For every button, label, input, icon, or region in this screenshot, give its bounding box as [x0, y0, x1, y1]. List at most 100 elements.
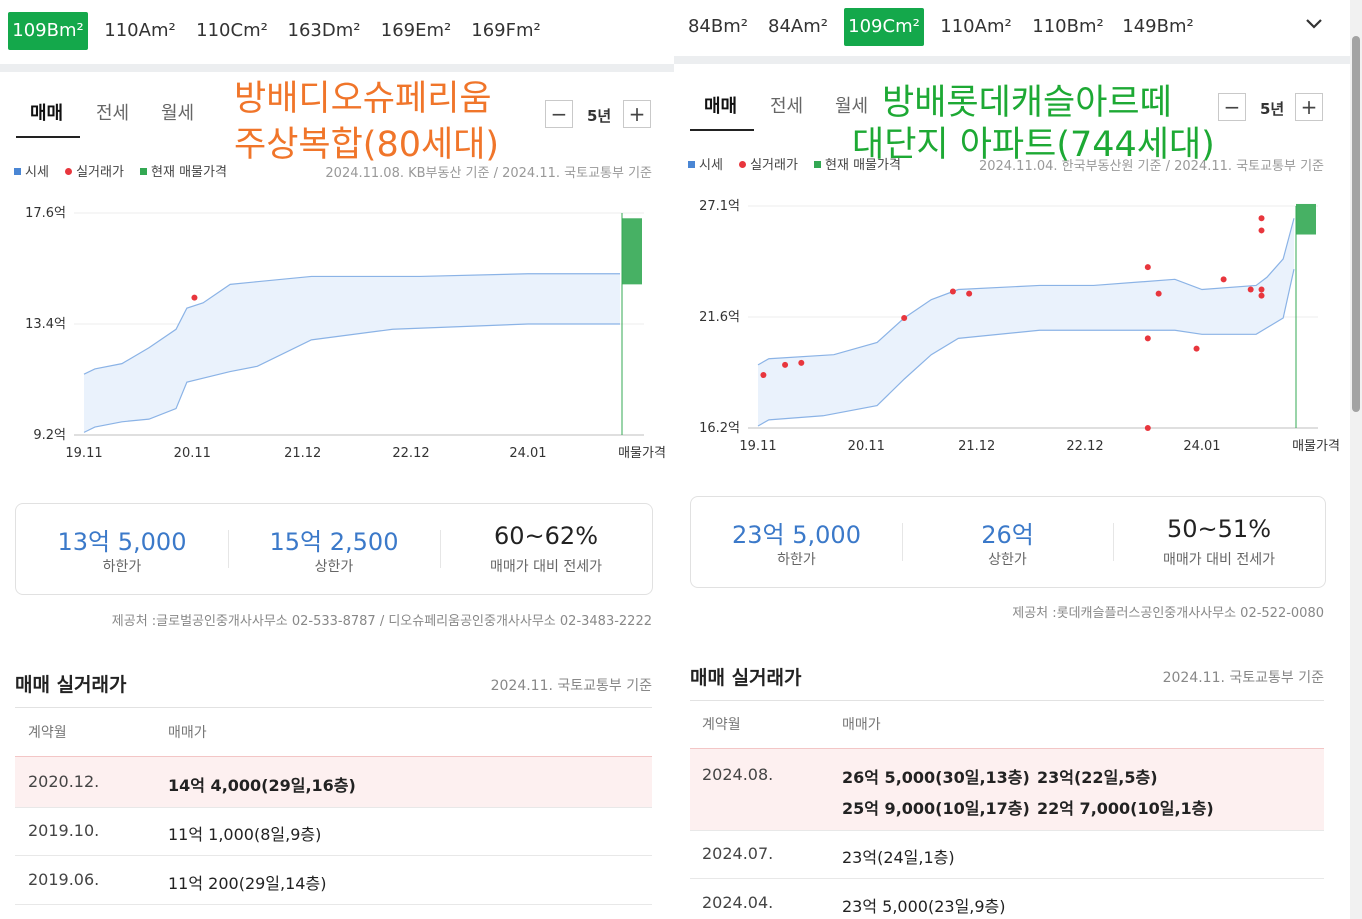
area-tab-163d[interactable]: 163Dm² [287, 20, 361, 41]
table-row[interactable]: 2024.08. 26억 5,000(30일,13층) 23억(22일,5층) … [690, 748, 1324, 831]
scrollbar[interactable] [1350, 0, 1362, 919]
table-row[interactable]: 2019.06. 11억 200(29일,14층) [15, 856, 652, 905]
market-upper-line [757, 218, 1295, 366]
area-tab-110c[interactable]: 110Cm² [196, 20, 268, 41]
actual-deal-point [191, 294, 198, 301]
legend-current: 현재 매물가격 [814, 158, 901, 173]
overlay-title-line1: 방배롯데캐슬아르떼 [882, 83, 1172, 123]
summary-low: 13억 5,000 하한가 [16, 504, 228, 594]
chart-basis: 2024.11.08. KB부동산 기준 / 2024.11. 국토교통부 기준 [325, 166, 652, 181]
x-tick-label: 19.11 [65, 446, 102, 461]
area-tab-110a[interactable]: 110Am² [940, 16, 1012, 37]
actual-deal-point [1144, 335, 1151, 342]
summary-ratio: 50~51% 매매가 대비 전세가 [1113, 497, 1325, 587]
chart-basis: 2024.11.04. 한국부동산원 기준 / 2024.11. 국토교통부 기… [978, 159, 1324, 174]
table-row[interactable]: 2024.04. 23억 5,000(23일,9층) [690, 879, 1324, 919]
provider-info: 제공처 :롯데캐슬플러스공인중개사사무소 02-522-0080 [1012, 606, 1324, 621]
legend-market-swatch [14, 168, 21, 175]
row-price: 23억 5,000(23일,9층) [842, 897, 1006, 916]
actual-deal-point [1144, 264, 1151, 271]
price-chart: 17.6억 13.4억 9.2억 19.11 20.11 21.12 22.12 24.01 매… [25, 206, 666, 461]
section-title: 매매 실거래가 [15, 674, 127, 696]
area-tab-109b[interactable]: 109Bm² [8, 12, 88, 50]
header-sale-price: 매매가 [168, 725, 207, 741]
table-row[interactable]: 2020.12. 14억 4,000(29일,16층) [15, 756, 652, 808]
chevron-down-icon[interactable] [1304, 12, 1324, 36]
row-month: 2020.12. [28, 772, 100, 791]
tab-sale[interactable]: 매매 [30, 103, 64, 124]
summary-divider [902, 523, 903, 561]
provider-info: 제공처 :글로벌공인중개사사무소 02-533-8787 / 디오슈페리움공인중… [111, 614, 652, 629]
legend-market-label: 시세 [25, 165, 49, 180]
tab-underline [690, 129, 754, 131]
actual-deal-point [760, 372, 767, 379]
summary-low: 23억 5,000 하한가 [691, 497, 902, 587]
header-contract-month: 계약월 [702, 717, 741, 733]
x-tick-label: 21.12 [284, 446, 321, 461]
tab-jeonse[interactable]: 전세 [770, 96, 804, 117]
x-tick-label: 매물가격 [1292, 439, 1340, 454]
summary-divider [228, 530, 229, 568]
row-price: 11억 1,000(8일,9층) [168, 825, 322, 844]
x-tick-label: 매물가격 [618, 446, 666, 461]
y-tick-label: 17.6억 [25, 206, 66, 221]
summary-ratio-value: 60~62% [494, 522, 598, 550]
table-row[interactable]: 2019.10. 11억 1,000(8일,9층) [15, 807, 652, 856]
table-top-line [690, 700, 1324, 701]
row-price: 23억(22일,5층) [1037, 768, 1158, 787]
summary-low-value: 13억 5,000 [57, 528, 187, 556]
table-row[interactable]: 2024.07. 23억(24일,1층) [690, 830, 1324, 879]
area-tab-84a[interactable]: 84Am² [768, 16, 828, 37]
tab-monthly[interactable]: 월세 [835, 96, 869, 117]
legend-actual: 실거래가 [739, 158, 798, 173]
actual-deal-point [966, 290, 973, 297]
summary-high-label: 상한가 [988, 552, 1027, 568]
market-lower-line [83, 323, 620, 433]
section-title: 매매 실거래가 [690, 667, 802, 689]
tab-sale[interactable]: 매매 [704, 96, 738, 117]
actual-deal-point [782, 361, 789, 368]
row-month: 2024.08. [702, 765, 774, 784]
area-tab-109c[interactable]: 109Cm² [844, 8, 924, 46]
period-minus-button[interactable]: − [545, 100, 573, 128]
scrollbar-thumb[interactable] [1352, 36, 1360, 412]
legend-actual: 실거래가 [65, 165, 124, 180]
area-tab-110b[interactable]: 110Bm² [1032, 16, 1104, 37]
legend-actual-swatch [739, 161, 747, 168]
y-tick-label: 9.2억 [33, 428, 66, 443]
actual-deal-point [1144, 425, 1151, 431]
summary-low-label: 하한가 [777, 552, 816, 568]
market-lower-line [757, 269, 1295, 427]
listing-price-bar [622, 218, 642, 285]
period-label: 5년 [587, 107, 612, 125]
price-summary: 13억 5,000 하한가 15억 2,500 상한가 60~62% 매매가 대… [15, 503, 653, 595]
actual-deal-point [1247, 286, 1254, 293]
period-plus-button[interactable]: + [623, 100, 651, 128]
period-label: 5년 [1260, 100, 1285, 118]
y-tick-label: 16.2억 [699, 421, 740, 436]
x-tick-label: 19.11 [739, 439, 776, 454]
area-tab-149b[interactable]: 149Bm² [1122, 16, 1194, 37]
period-plus-button[interactable]: + [1295, 93, 1323, 121]
summary-high-value: 15억 2,500 [269, 528, 399, 556]
actual-deal-point [1258, 215, 1265, 222]
x-tick-label: 22.12 [392, 446, 429, 461]
period-minus-button[interactable]: − [1218, 93, 1246, 121]
summary-low-value: 23억 5,000 [732, 521, 861, 549]
legend-market: 시세 [688, 158, 723, 173]
tab-monthly[interactable]: 월세 [161, 103, 195, 124]
section-divider [674, 56, 1350, 64]
x-tick-label: 24.01 [509, 446, 546, 461]
market-band-area [84, 273, 620, 433]
area-tab-169f[interactable]: 169Fm² [471, 20, 541, 41]
area-tab-169e[interactable]: 169Em² [380, 20, 452, 41]
area-tab-110a[interactable]: 110Am² [104, 20, 176, 41]
tab-jeonse[interactable]: 전세 [96, 103, 130, 124]
legend-actual-label: 실거래가 [750, 158, 798, 173]
actual-deal-point [901, 315, 908, 322]
row-month: 2019.06. [28, 870, 100, 889]
summary-divider [440, 530, 441, 568]
area-tab-84b[interactable]: 84Bm² [687, 16, 748, 37]
chart-legend: 시세 실거래가 현재 매물가격 [688, 154, 913, 173]
legend-actual-swatch [65, 168, 73, 175]
